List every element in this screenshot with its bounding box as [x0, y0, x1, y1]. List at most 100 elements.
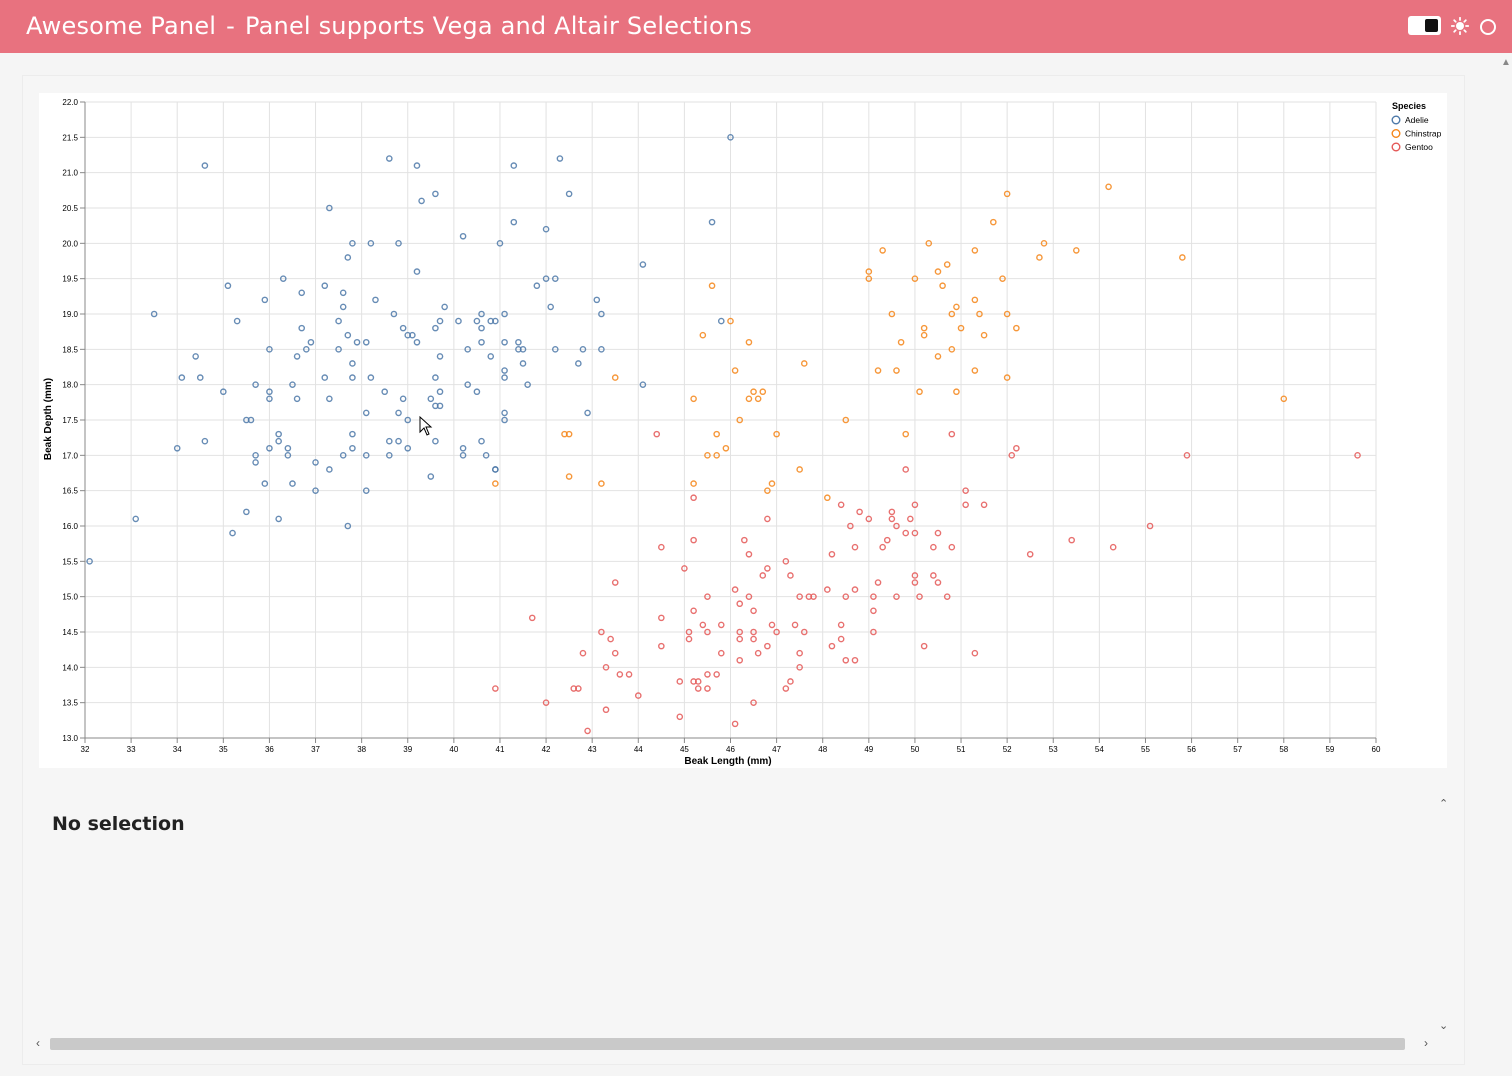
data-point-chinstrap[interactable] [768, 480, 776, 487]
data-point-gentoo[interactable] [625, 671, 633, 678]
data-point-gentoo[interactable] [611, 649, 619, 657]
data-point-adelie[interactable] [247, 416, 255, 424]
data-point-chinstrap[interactable] [893, 367, 900, 374]
data-point-chinstrap[interactable] [920, 331, 928, 339]
data-point-adelie[interactable] [201, 162, 209, 169]
data-point-gentoo[interactable] [796, 664, 803, 671]
data-point-chinstrap[interactable] [934, 268, 942, 275]
data-point-adelie[interactable] [639, 381, 647, 388]
data-point-adelie[interactable] [565, 190, 573, 198]
chevron-up-icon[interactable]: ⌃ [1439, 798, 1449, 810]
data-point-adelie[interactable] [510, 218, 518, 226]
data-point-chinstrap[interactable] [1073, 247, 1080, 254]
data-point-adelie[interactable] [413, 338, 421, 346]
data-point-adelie[interactable] [436, 317, 444, 325]
data-point-adelie[interactable] [312, 487, 319, 494]
data-point-gentoo[interactable] [971, 649, 979, 657]
data-point-gentoo[interactable] [731, 720, 739, 728]
data-point-adelie[interactable] [339, 452, 347, 459]
data-point-adelie[interactable] [427, 395, 435, 403]
data-point-adelie[interactable] [464, 346, 471, 353]
data-point-adelie[interactable] [349, 360, 356, 367]
data-point-gentoo[interactable] [685, 628, 693, 636]
data-point-gentoo[interactable] [699, 621, 707, 629]
data-point-adelie[interactable] [727, 134, 734, 141]
data-point-gentoo[interactable] [828, 642, 836, 650]
data-point-adelie[interactable] [464, 381, 471, 388]
data-point-adelie[interactable] [275, 515, 282, 523]
data-point-gentoo[interactable] [611, 579, 619, 586]
data-point-gentoo[interactable] [690, 536, 697, 544]
data-point-adelie[interactable] [551, 275, 559, 282]
data-point-chinstrap[interactable] [934, 353, 942, 360]
data-point-adelie[interactable] [556, 155, 564, 162]
data-point-gentoo[interactable] [736, 600, 744, 608]
data-point-gentoo[interactable] [791, 621, 799, 629]
data-point-chinstrap[interactable] [1105, 183, 1112, 191]
data-point-chinstrap[interactable] [704, 452, 711, 459]
data-point-adelie[interactable] [386, 155, 393, 162]
data-point-gentoo[interactable] [1026, 550, 1034, 558]
data-point-adelie[interactable] [390, 310, 398, 318]
data-point-gentoo[interactable] [883, 536, 891, 544]
data-point-adelie[interactable] [478, 338, 485, 346]
data-point-adelie[interactable] [584, 409, 591, 417]
data-point-gentoo[interactable] [847, 522, 854, 530]
chevron-down-icon[interactable]: ⌄ [1439, 1020, 1449, 1032]
data-point-adelie[interactable] [409, 331, 416, 339]
data-point-adelie[interactable] [386, 437, 393, 445]
data-point-adelie[interactable] [252, 459, 259, 466]
data-point-adelie[interactable] [293, 395, 301, 403]
data-point-gentoo[interactable] [736, 656, 744, 664]
data-point-chinstrap[interactable] [745, 338, 753, 346]
data-point-gentoo[interactable] [754, 649, 762, 657]
data-point-adelie[interactable] [399, 324, 407, 332]
data-point-chinstrap[interactable] [1040, 240, 1048, 247]
data-point-gentoo[interactable] [1109, 543, 1117, 551]
data-point-adelie[interactable] [344, 522, 352, 530]
data-point-adelie[interactable] [496, 240, 504, 247]
data-point-gentoo[interactable] [962, 487, 969, 494]
data-point-adelie[interactable] [413, 162, 421, 169]
data-point-adelie[interactable] [482, 452, 490, 459]
data-point-gentoo[interactable] [851, 543, 859, 551]
data-point-gentoo[interactable] [717, 621, 725, 629]
data-point-gentoo[interactable] [676, 713, 684, 721]
data-point-chinstrap[interactable] [764, 487, 771, 494]
data-point-adelie[interactable] [579, 346, 587, 353]
data-point-adelie[interactable] [551, 346, 559, 353]
data-point-adelie[interactable] [395, 240, 402, 247]
data-point-adelie[interactable] [501, 310, 508, 318]
data-point-chinstrap[interactable] [888, 310, 896, 318]
data-point-adelie[interactable] [335, 317, 342, 325]
data-point-gentoo[interactable] [773, 628, 780, 636]
data-point-gentoo[interactable] [704, 671, 711, 678]
data-point-gentoo[interactable] [842, 593, 850, 600]
legend-entry[interactable]: Gentoo [1405, 142, 1433, 152]
data-point-chinstrap[interactable] [773, 430, 780, 438]
data-point-gentoo[interactable] [856, 508, 863, 516]
data-point-adelie[interactable] [339, 303, 347, 311]
scatter-chart[interactable]: 32 33 34 35 36 37 38 39 40 41 42 43 44 45 46 47 48 49 50 51… [39, 93, 1447, 768]
chevron-right-icon[interactable]: › [1424, 1036, 1428, 1050]
data-point-adelie[interactable] [266, 388, 273, 396]
data-point-adelie[interactable] [478, 310, 485, 318]
data-point-gentoo[interactable] [824, 586, 831, 593]
data-point-gentoo[interactable] [874, 579, 882, 586]
data-point-adelie[interactable] [266, 444, 273, 452]
data-point-gentoo[interactable] [658, 543, 665, 551]
data-point-adelie[interactable] [289, 480, 296, 487]
data-point-gentoo[interactable] [948, 543, 956, 551]
data-point-adelie[interactable] [598, 310, 605, 318]
data-point-chinstrap[interactable] [722, 444, 730, 452]
data-point-gentoo[interactable] [717, 649, 725, 657]
data-point-adelie[interactable] [275, 430, 282, 438]
data-point-adelie[interactable] [349, 240, 356, 247]
data-point-gentoo[interactable] [796, 593, 803, 600]
data-point-adelie[interactable] [501, 338, 508, 346]
data-point-gentoo[interactable] [1068, 536, 1075, 544]
data-point-adelie[interactable] [413, 268, 421, 275]
data-point-adelie[interactable] [201, 437, 209, 445]
data-point-adelie[interactable] [492, 466, 499, 473]
data-point-adelie[interactable] [455, 317, 462, 325]
